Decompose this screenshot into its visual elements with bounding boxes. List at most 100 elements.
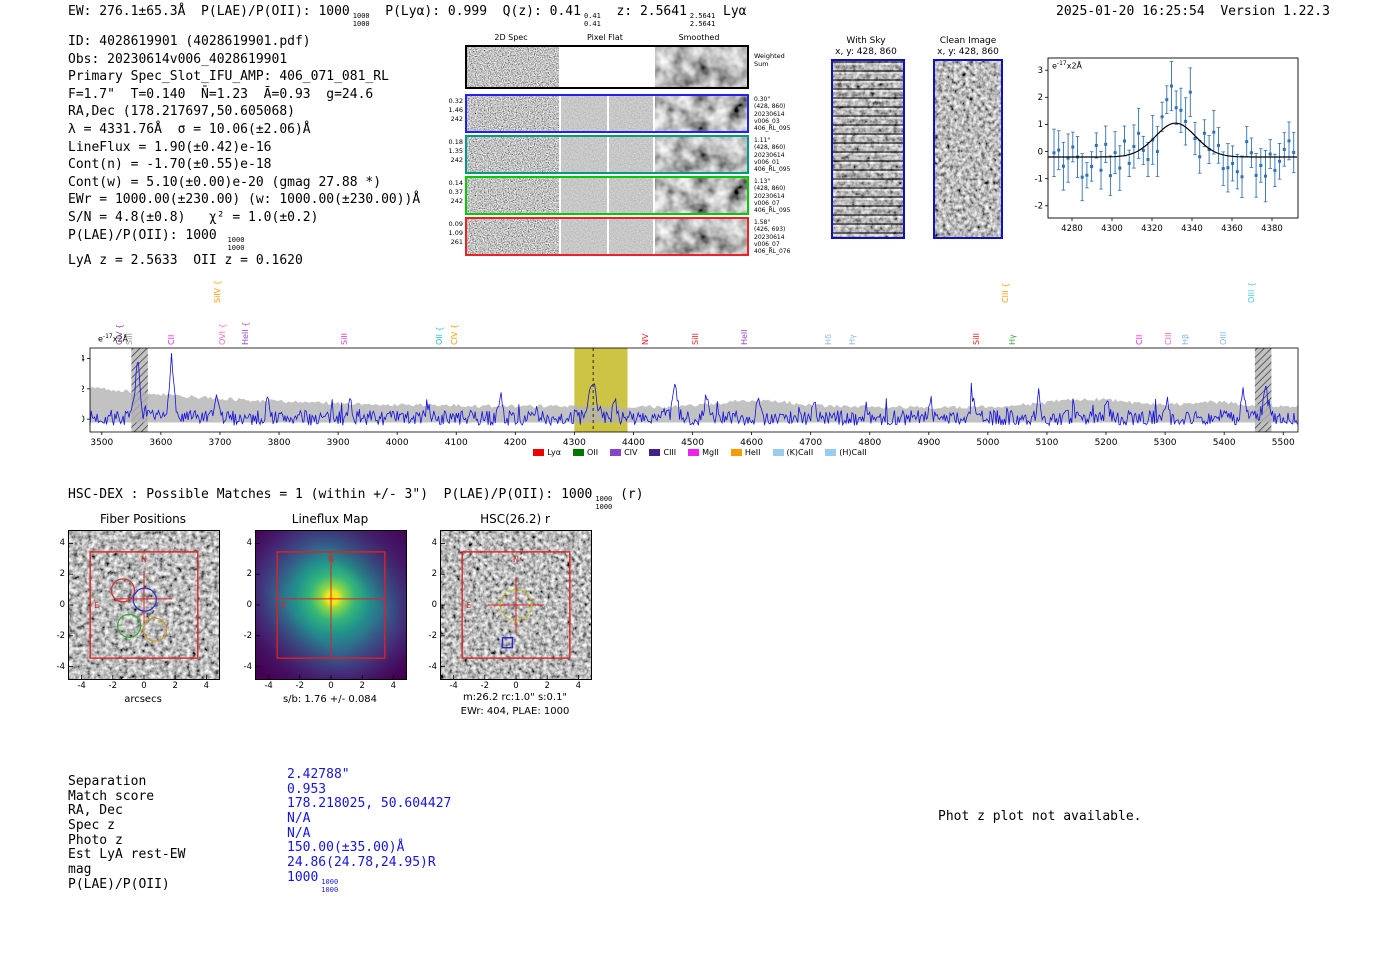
hsc-caption-1: m:26.2 rc:1.0" s:0.1" <box>462 692 568 703</box>
hsc-caption-2: EWr: 404, PLAE: 1000 <box>460 706 570 717</box>
x-tick-label: 4400 <box>622 438 645 448</box>
data-point <box>1057 148 1061 152</box>
data-point <box>1132 144 1136 148</box>
info-line: LyA z = 2.5633 OII z = 0.1620 <box>68 252 303 268</box>
lineflux-map-cutout: N E -4 -2 0 2 4 -4 -2 0 2 4 <box>244 530 407 691</box>
x-tick-label: 5300 <box>1154 438 1177 448</box>
hsc-cutout: N E -4 -2 0 2 4 -4 -2 0 2 4 <box>429 530 592 691</box>
legend-item: (K)CaII <box>772 448 813 457</box>
data-point <box>1259 163 1263 167</box>
y-tick-labels: -4 -2 0 2 4 <box>417 531 439 679</box>
x-tick-label: 4600 <box>740 438 763 448</box>
match-row-label: Match score <box>68 788 155 804</box>
x-tick-label: 4360 <box>1221 224 1243 234</box>
data-point <box>1273 168 1277 172</box>
data-point <box>1212 130 1216 134</box>
x-tick-label: 3500 <box>90 438 113 448</box>
match-row-value: N/A <box>287 825 311 841</box>
data-point <box>1146 158 1150 162</box>
legend-item: CIII <box>649 448 676 457</box>
lineflux-map-title: Lineflux Map <box>291 512 369 526</box>
legend-swatch <box>688 449 700 456</box>
spectrum-legend: Lyα OII CIV CIII MgII HeII (K)CaII (H)CaII <box>440 448 960 457</box>
pixelflat-image-cell <box>561 137 653 172</box>
header-z-text: z: 2.5641 <box>600 4 687 19</box>
spectral-line-label: SiIV { <box>213 280 223 303</box>
x-tick-label: -4 <box>77 681 86 691</box>
spectrum-flux-units-label: e-17x2Å <box>98 333 129 344</box>
x-tick-label: 5200 <box>1095 438 1118 448</box>
hsc-cutout-title: HSC(26.2) r <box>480 512 550 526</box>
spec2d-col-title-pixelflat: Pixel Flat <box>587 33 623 42</box>
lineflux-caption: s/b: 1.76 +/- 0.084 <box>282 694 378 705</box>
data-point <box>1118 166 1122 170</box>
spectral-line-label: CIV { <box>450 323 460 345</box>
data-point <box>1240 175 1244 179</box>
y-tick-label: -2 <box>243 630 252 641</box>
data-point <box>1193 137 1197 141</box>
match-row-label: Est LyA rest-EW <box>68 847 186 863</box>
photz-note: Phot z plot not available. <box>938 809 1142 824</box>
y-tick-label: -2 <box>428 630 437 641</box>
legend-swatch <box>533 449 545 456</box>
match-row-label: P(LAE)/P(OII) <box>68 876 170 892</box>
match-table-values: 2.42788" 0.953 178.218025, 50.604427 N/A N/A… <box>287 767 451 894</box>
spec2d-weighted-sum-row: Weighted Sum <box>465 45 785 89</box>
data-point <box>1287 139 1291 143</box>
noise-texture <box>655 47 747 87</box>
fiber-circle <box>117 613 142 638</box>
spec2d-fiber-row: 0.09 1.09 261 1.58" (426, 693) 20230614 v006_0… <box>449 217 790 256</box>
x-tick-label: -2 <box>480 681 490 691</box>
legend-label: HeII <box>744 448 761 457</box>
data-point <box>1099 168 1103 172</box>
data-point <box>1066 156 1070 160</box>
cleanimage-subtitle: x, y: 428, 860 <box>937 47 999 57</box>
y-tick-label: 4 <box>82 355 85 365</box>
y-tick-label: 4 <box>59 538 65 549</box>
y-tick-label: -4 <box>243 661 252 672</box>
fiber-weights-label: 0.32 1.46 242 <box>448 97 463 124</box>
stacked-fraction: 1000 1000 <box>321 877 339 894</box>
match-row-label: Photo z <box>68 832 123 848</box>
match-row-value: 24.86(24.78,24.95)R <box>287 855 436 871</box>
x-tick-label: 3800 <box>268 438 291 448</box>
fiber-weights-label: 0.18 1.35 242 <box>448 138 463 165</box>
smoothed-image-cell <box>655 219 747 254</box>
data-point <box>1174 106 1178 110</box>
x-tick-label: 3900 <box>327 438 350 448</box>
info-line: Primary Spec_Slot_IFU_AMP: 406_071_081_R… <box>68 69 389 85</box>
spec2d-image-cell <box>467 137 559 172</box>
info-line: F=1.7" T=0.140 N̄=1.23 Ā=0.93 g=24.6 <box>68 86 374 102</box>
x-tick-label: 3700 <box>209 438 232 448</box>
stacked-fraction: 1000 1000 <box>227 235 245 252</box>
qz-fraction: 0.41 0.41 <box>583 12 601 29</box>
info-line: S/N = 4.8(±0.8) χ² = 1.0(±0.2) <box>68 209 319 225</box>
legend-swatch <box>825 449 837 456</box>
legend-label: CIV <box>624 448 638 457</box>
match-row-value: 0.953 <box>287 781 327 797</box>
fiber-circle <box>142 617 168 642</box>
info-line: LineFlux = 1.90(±0.42)e-16 <box>68 139 272 155</box>
x-tick-label: 4000 <box>386 438 409 448</box>
spec2d-col-title-2dspec: 2D Spec <box>494 33 528 42</box>
y-tick-label: 0 <box>431 600 437 610</box>
y-tick-label: 0 <box>1038 147 1043 157</box>
data-point <box>1052 151 1056 155</box>
spec2d-rows: Weighted Sum 0.32 1.46 242 0.30" (428, 860) 202… <box>449 45 790 258</box>
legend-item: OII <box>573 448 598 457</box>
legend-item: CIV <box>610 448 637 457</box>
spectral-line-label: HeII <box>739 329 749 345</box>
full-spectrum-plot: 3500 3600 3700 3800 3900 4000 4100 4200 4300 4400… <box>79 333 1317 464</box>
matched-source-box <box>501 637 514 649</box>
spectral-line-label: OII { <box>435 326 445 345</box>
data-point <box>1160 115 1164 119</box>
data-point <box>1221 167 1225 171</box>
data-point <box>1085 173 1089 177</box>
x-tick-label: 4 <box>203 681 210 691</box>
legend-swatch <box>649 449 661 456</box>
y-tick-label: -4 <box>428 661 437 672</box>
info-line: Cont(n) = -1.70(±0.55)e-18 <box>68 157 272 173</box>
fiber-circle <box>110 578 136 603</box>
match-row-label: RA, Dec <box>68 803 123 819</box>
x-tick-label: 0 <box>513 681 519 691</box>
